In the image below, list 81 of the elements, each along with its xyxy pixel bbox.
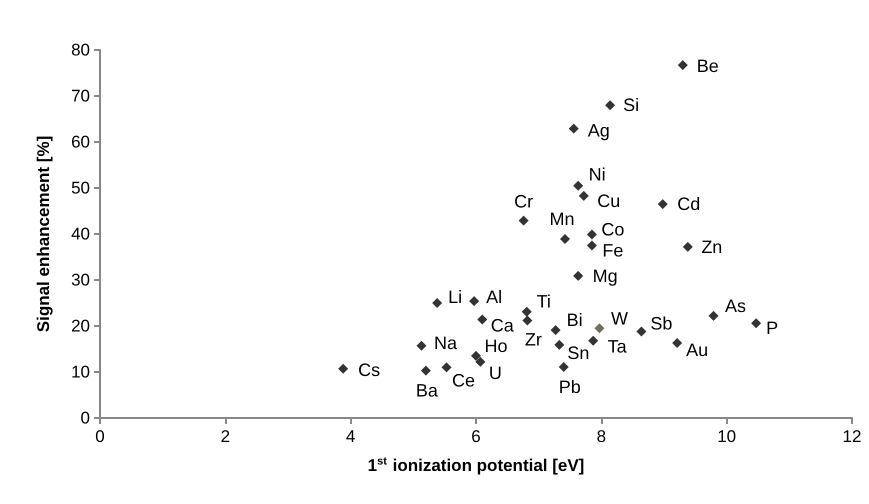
annotation: Si bbox=[623, 95, 640, 116]
point bbox=[586, 229, 597, 240]
annotation: Ca bbox=[490, 316, 515, 336]
point bbox=[672, 338, 682, 348]
point bbox=[636, 326, 646, 337]
annotation: Mn bbox=[549, 209, 574, 230]
annotation: Cu bbox=[597, 190, 620, 211]
point bbox=[573, 270, 584, 281]
annotation: Sn bbox=[567, 342, 590, 363]
annotation: Mg bbox=[592, 266, 618, 286]
y-tick-label: 80 bbox=[71, 40, 90, 60]
annotation: Al bbox=[486, 287, 502, 308]
point bbox=[475, 356, 486, 367]
point bbox=[682, 242, 693, 252]
y-tick-label: 30 bbox=[71, 270, 90, 290]
point bbox=[568, 124, 579, 134]
annotation: Co bbox=[601, 219, 624, 240]
point bbox=[522, 315, 532, 326]
point bbox=[338, 364, 348, 374]
annotation: Ta bbox=[608, 336, 628, 357]
annotation: Na bbox=[434, 332, 458, 353]
y-tick-label: 70 bbox=[71, 86, 90, 106]
annotation: U bbox=[488, 362, 502, 383]
point bbox=[522, 306, 532, 317]
x-tick-label: 6 bbox=[471, 427, 481, 446]
point bbox=[586, 240, 597, 250]
point bbox=[658, 199, 668, 210]
y-tick-label: 10 bbox=[71, 362, 90, 382]
point bbox=[442, 362, 452, 372]
point bbox=[469, 296, 480, 306]
point bbox=[573, 180, 584, 191]
annotation: Zn bbox=[701, 236, 722, 257]
y-tick-label: 0 bbox=[80, 408, 90, 428]
annotation: Li bbox=[448, 287, 462, 307]
annotation: Zr bbox=[524, 329, 542, 350]
annotation: Ho bbox=[484, 336, 508, 356]
annotation: P bbox=[766, 318, 778, 338]
point bbox=[477, 314, 488, 325]
point bbox=[594, 323, 604, 334]
y-tick-label: 60 bbox=[71, 132, 90, 152]
annotation: As bbox=[725, 296, 746, 316]
point bbox=[678, 60, 688, 70]
y-tick-label: 20 bbox=[71, 316, 90, 336]
point bbox=[416, 340, 426, 351]
annotation: Ag bbox=[588, 120, 610, 141]
annotation: W bbox=[610, 308, 628, 328]
point bbox=[432, 298, 442, 308]
point bbox=[518, 216, 529, 226]
y-tick-label: 50 bbox=[71, 178, 90, 198]
y-tick-label: 40 bbox=[71, 224, 90, 244]
point bbox=[605, 100, 616, 110]
annotation: Ti bbox=[536, 292, 551, 312]
y-axis-title: Signal enhancement [%] bbox=[34, 136, 53, 332]
point bbox=[751, 318, 762, 328]
x-tick-label: 2 bbox=[220, 427, 230, 446]
annotation: Bi bbox=[566, 310, 583, 330]
annotation: Cs bbox=[358, 360, 380, 380]
annotation: Fe bbox=[602, 240, 624, 260]
annotation: Cd bbox=[677, 194, 700, 214]
point bbox=[550, 325, 561, 336]
annotation: Ba bbox=[416, 380, 439, 401]
annotation: Au bbox=[686, 340, 708, 360]
annotation: Be bbox=[696, 56, 719, 76]
annotation: Cr bbox=[514, 192, 534, 212]
point bbox=[420, 366, 431, 376]
x-tick-label: 0 bbox=[95, 427, 105, 446]
x-tick-label: 12 bbox=[842, 427, 862, 446]
annotation: Ni bbox=[588, 164, 606, 185]
x-tick-label: 10 bbox=[717, 427, 736, 446]
point bbox=[560, 234, 570, 244]
annotation: Pb bbox=[558, 376, 581, 397]
point bbox=[554, 340, 564, 350]
annotation: Sb bbox=[650, 314, 672, 334]
point bbox=[558, 362, 569, 372]
x-tick-label: 4 bbox=[346, 427, 356, 446]
point bbox=[578, 190, 589, 201]
point bbox=[471, 350, 481, 361]
x-tick-label: 8 bbox=[596, 427, 606, 446]
point bbox=[588, 336, 598, 346]
point bbox=[708, 310, 719, 321]
annotation: Ce bbox=[452, 370, 476, 390]
